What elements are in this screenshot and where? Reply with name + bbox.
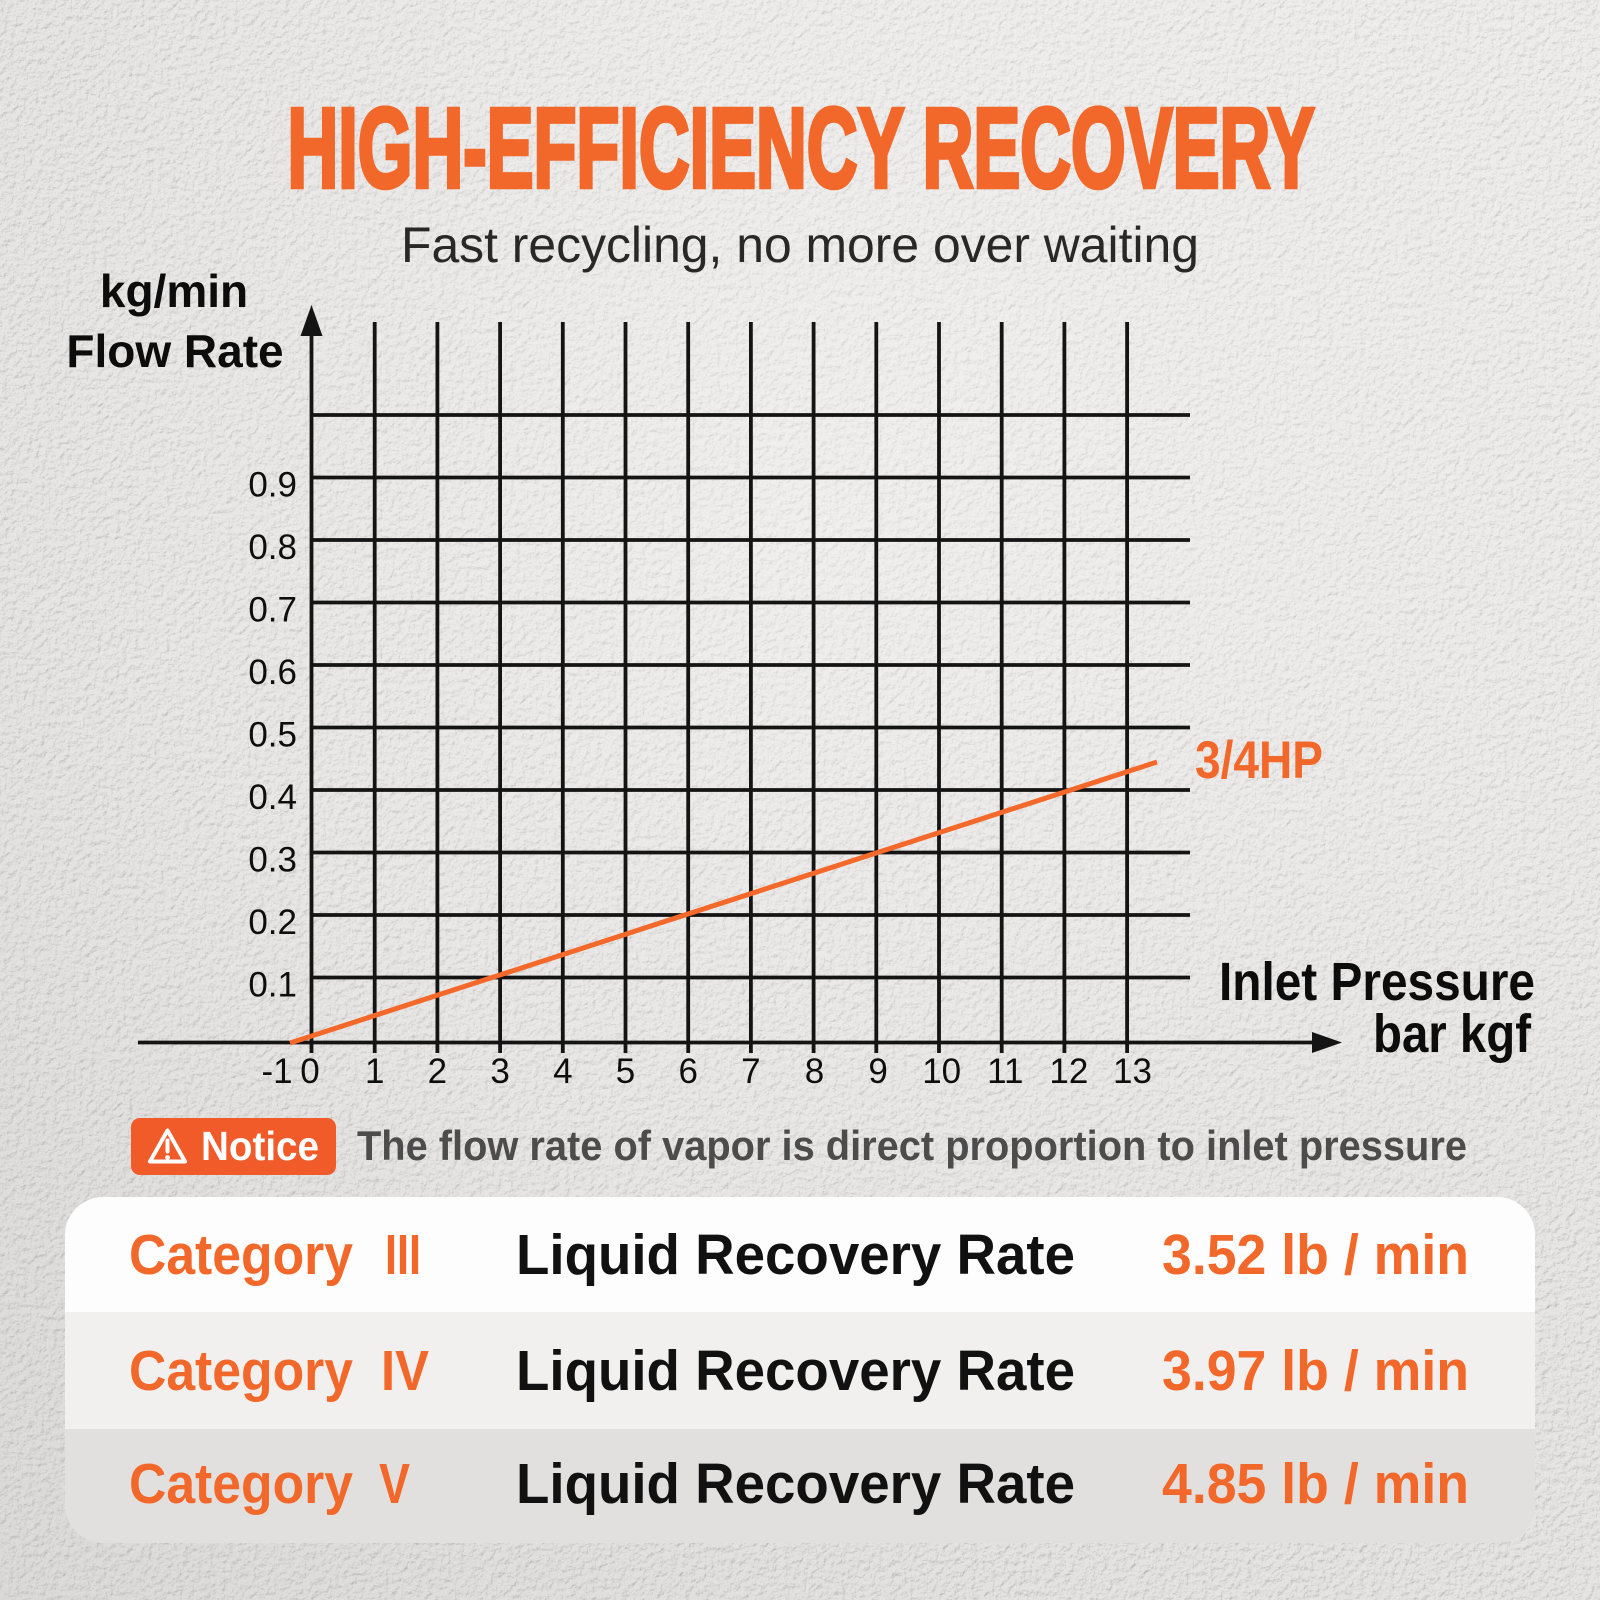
svg-text:Category: Category — [129, 1452, 353, 1516]
svg-text:0.7: 0.7 — [248, 591, 297, 630]
svg-text:3: 3 — [490, 1052, 509, 1091]
svg-text:bar kgf: bar kgf — [1373, 1004, 1532, 1064]
svg-text:4: 4 — [553, 1052, 572, 1091]
svg-text:III: III — [385, 1223, 421, 1287]
svg-text:3.52 lb / min: 3.52 lb / min — [1162, 1223, 1469, 1287]
svg-text:12: 12 — [1049, 1052, 1088, 1091]
svg-text:11: 11 — [987, 1052, 1023, 1091]
svg-text:0.4: 0.4 — [248, 778, 297, 817]
svg-text:3/4HP: 3/4HP — [1195, 731, 1323, 790]
svg-text:3.97 lb / min: 3.97 lb / min — [1162, 1339, 1469, 1403]
svg-text:HIGH-EFFICIENCY RECOVERY: HIGH-EFFICIENCY RECOVERY — [288, 85, 1315, 211]
svg-text:Liquid Recovery Rate: Liquid Recovery Rate — [516, 1452, 1075, 1516]
svg-text:0.1: 0.1 — [248, 966, 297, 1005]
svg-text:Liquid Recovery Rate: Liquid Recovery Rate — [516, 1339, 1075, 1403]
svg-text:7: 7 — [741, 1052, 760, 1091]
svg-text:V: V — [379, 1452, 410, 1516]
svg-text:Inlet Pressure: Inlet Pressure — [1219, 952, 1535, 1012]
svg-text:2: 2 — [428, 1052, 447, 1091]
svg-text:0.8: 0.8 — [248, 528, 297, 567]
svg-text:Category: Category — [129, 1223, 353, 1287]
svg-text:1: 1 — [365, 1052, 384, 1091]
svg-text:4.85 lb / min: 4.85 lb / min — [1162, 1452, 1469, 1516]
svg-text:-1: -1 — [261, 1052, 292, 1091]
svg-text:The flow rate of vapor is dire: The flow rate of vapor is direct proport… — [357, 1122, 1467, 1169]
svg-text:Category: Category — [129, 1339, 353, 1403]
svg-text:Flow Rate: Flow Rate — [66, 325, 283, 377]
svg-text:8: 8 — [805, 1052, 824, 1091]
svg-text:0.3: 0.3 — [248, 841, 297, 880]
svg-text:Fast recycling, no more over w: Fast recycling, no more over waiting — [401, 217, 1199, 273]
svg-text:Notice: Notice — [201, 1123, 319, 1169]
svg-text:kg/min: kg/min — [100, 265, 248, 317]
svg-text:0: 0 — [300, 1052, 319, 1091]
svg-text:0.9: 0.9 — [248, 466, 297, 505]
svg-text:9: 9 — [868, 1052, 887, 1091]
svg-text:10: 10 — [922, 1052, 961, 1091]
svg-text:IV: IV — [381, 1339, 429, 1403]
svg-text:0.2: 0.2 — [248, 903, 297, 942]
svg-text:Liquid Recovery Rate: Liquid Recovery Rate — [516, 1223, 1075, 1287]
svg-text:0.6: 0.6 — [248, 653, 297, 692]
svg-text:0.5: 0.5 — [248, 716, 297, 755]
svg-text:13: 13 — [1113, 1052, 1152, 1091]
svg-text:6: 6 — [678, 1052, 697, 1091]
svg-text:5: 5 — [616, 1052, 635, 1091]
